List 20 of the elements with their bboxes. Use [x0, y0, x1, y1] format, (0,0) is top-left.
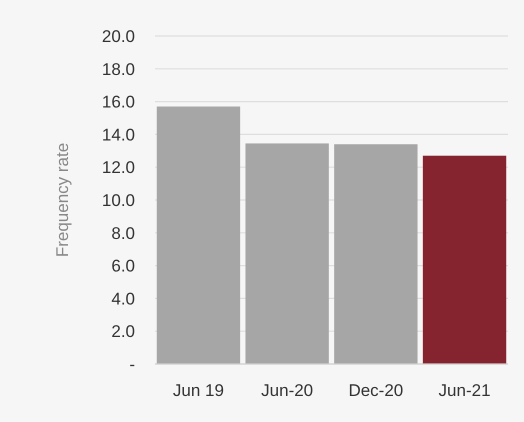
bar: [422, 156, 506, 364]
y-axis-title: Frequency rate: [53, 142, 72, 258]
y-tick-label: 4.0: [111, 289, 135, 308]
y-tick-label: -: [129, 354, 135, 374]
y-tick-label: 2.0: [111, 322, 135, 342]
y-tick-label: 14.0: [102, 125, 135, 144]
bar: [156, 106, 240, 364]
y-tick-label: 10.0: [102, 190, 135, 210]
y-tick-label: 20.0: [102, 26, 135, 46]
bar: [334, 144, 418, 364]
y-tick-label: 12.0: [102, 158, 135, 178]
y-tick-label: 16.0: [102, 92, 135, 112]
y-tick-label: 8.0: [111, 224, 135, 243]
bar: [245, 143, 329, 364]
x-tick-label: Jun-21: [438, 381, 491, 400]
y-tick-label: 18.0: [102, 60, 135, 79]
x-tick-label: Jun 19: [172, 381, 224, 400]
x-tick-label: Dec-20: [348, 381, 404, 400]
x-tick-label: Jun-20: [261, 381, 314, 400]
y-tick-label: 6.0: [111, 256, 135, 276]
